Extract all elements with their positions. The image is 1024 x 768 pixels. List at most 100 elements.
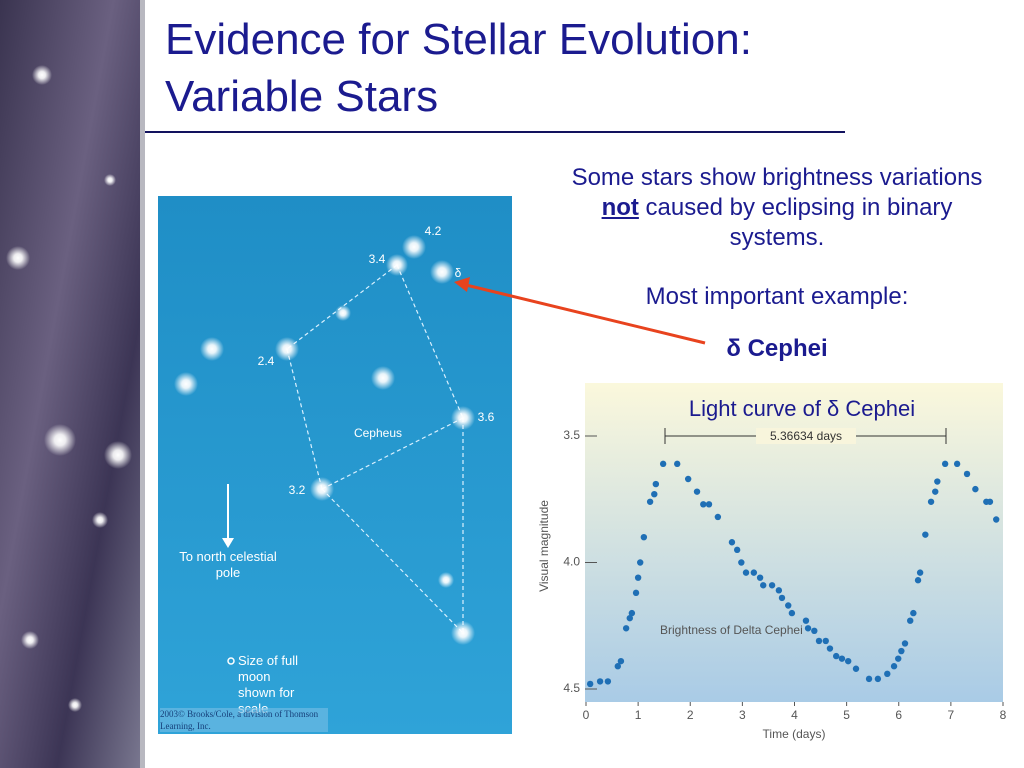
credit: 2003© Brooks/Cole, a division of Thomson… xyxy=(160,708,328,732)
data-point xyxy=(804,625,812,632)
annotation: Brightness of Delta Cephei xyxy=(660,623,803,637)
data-point xyxy=(586,680,594,688)
x-axis-label: Time (days) xyxy=(763,727,826,741)
y-tick-label: 4.0 xyxy=(563,555,580,569)
title-line: Evidence for Stellar Evolution: xyxy=(165,15,752,64)
data-point xyxy=(614,663,621,670)
data-point xyxy=(622,625,630,632)
y-axis-label: Visual magnitude xyxy=(537,500,551,592)
data-point xyxy=(895,655,902,662)
y-tick-label: 3.5 xyxy=(563,428,580,442)
data-point xyxy=(640,534,648,541)
x-tick-label: 0 xyxy=(583,708,590,722)
data-point xyxy=(652,480,660,488)
data-point xyxy=(750,569,758,576)
data-point xyxy=(626,614,633,622)
light-curve: Light curve of δ Cephei 5.36634 days Brigh… xyxy=(537,396,1006,741)
example-label: Most important example: xyxy=(645,283,909,310)
data-point xyxy=(874,675,882,683)
star-label: 3.4 xyxy=(369,252,386,266)
data-point xyxy=(914,577,922,584)
data-point xyxy=(963,470,971,478)
data-point xyxy=(833,652,840,660)
data-point xyxy=(742,569,750,576)
data-point xyxy=(714,513,722,521)
star-label: 3.6 xyxy=(478,410,495,424)
data-point xyxy=(788,609,796,617)
data-point xyxy=(700,501,707,508)
data-point xyxy=(927,498,935,505)
data-point xyxy=(738,559,745,566)
star-map xyxy=(158,196,512,734)
map-labels: 4.2 3.4 δ 2.4 3.6 3.2 xyxy=(258,224,495,497)
data-point xyxy=(932,488,939,495)
moon-note: Size of full moon shown for scale xyxy=(238,653,298,716)
data-point xyxy=(785,602,792,609)
north-label: To north celestial pole xyxy=(179,549,277,580)
star-label: 2.4 xyxy=(258,354,275,368)
data-point xyxy=(972,485,979,493)
data-point xyxy=(901,640,909,647)
data-point xyxy=(815,637,823,645)
data-point xyxy=(922,531,929,538)
example: δ Cephei xyxy=(726,335,828,362)
intro-emphasis: not xyxy=(601,194,639,221)
data-point xyxy=(632,589,640,597)
data-point xyxy=(604,678,612,685)
data-point xyxy=(934,478,941,485)
data-point xyxy=(778,594,786,602)
data-point xyxy=(802,617,810,624)
constellation-name: Cepheus xyxy=(354,426,402,440)
chart-title: Light curve of δ Cephei xyxy=(689,396,915,421)
data-point xyxy=(993,516,1000,523)
moon-size xyxy=(227,657,235,665)
intro-before: Some stars show brightness variations xyxy=(571,164,983,191)
data-point xyxy=(637,559,644,566)
x-tick-label: 1 xyxy=(635,708,642,722)
title-line: Variable Stars xyxy=(165,72,439,121)
x-tick-label: 3 xyxy=(739,708,746,722)
x-tick-label: 8 xyxy=(1000,708,1007,722)
data-point xyxy=(838,655,846,662)
intro-after: caused by eclipsing in binary systems. xyxy=(638,194,953,251)
data-point xyxy=(756,574,764,581)
period-label: 5.36634 days xyxy=(770,429,842,443)
data-point xyxy=(775,587,783,594)
data-point xyxy=(890,663,898,670)
star-label: 3.2 xyxy=(289,483,306,497)
north-arrowhead xyxy=(222,538,234,548)
period-label-bg xyxy=(756,428,856,444)
data-point xyxy=(898,647,905,655)
data-point xyxy=(674,460,681,468)
intro-text: Some stars show brightness variations no… xyxy=(552,163,1002,253)
data-point xyxy=(617,657,625,665)
data-point xyxy=(628,609,636,617)
data-point xyxy=(596,678,604,685)
data-point xyxy=(646,498,654,505)
data-point xyxy=(634,574,642,581)
data-point xyxy=(659,460,667,468)
data-point xyxy=(826,645,834,652)
data-point xyxy=(728,539,736,546)
data-point xyxy=(907,617,914,624)
data-point xyxy=(822,637,829,645)
data-point xyxy=(760,582,767,589)
data-point xyxy=(705,501,713,508)
x-tick-label: 7 xyxy=(948,708,955,722)
data-point xyxy=(916,569,924,576)
data-point xyxy=(986,498,994,505)
x-tick-label: 4 xyxy=(791,708,798,722)
nebula-stars xyxy=(6,65,132,712)
data-point xyxy=(693,488,701,495)
map-stars xyxy=(174,235,475,645)
x-tick-label: 6 xyxy=(895,708,902,722)
constellation-lines xyxy=(286,264,464,634)
data-point xyxy=(953,460,961,468)
strip-edge xyxy=(140,0,145,768)
data-point xyxy=(651,490,658,498)
x-tick-label: 2 xyxy=(687,708,694,722)
pointer-arrowhead xyxy=(454,277,470,292)
data-point xyxy=(884,670,891,678)
